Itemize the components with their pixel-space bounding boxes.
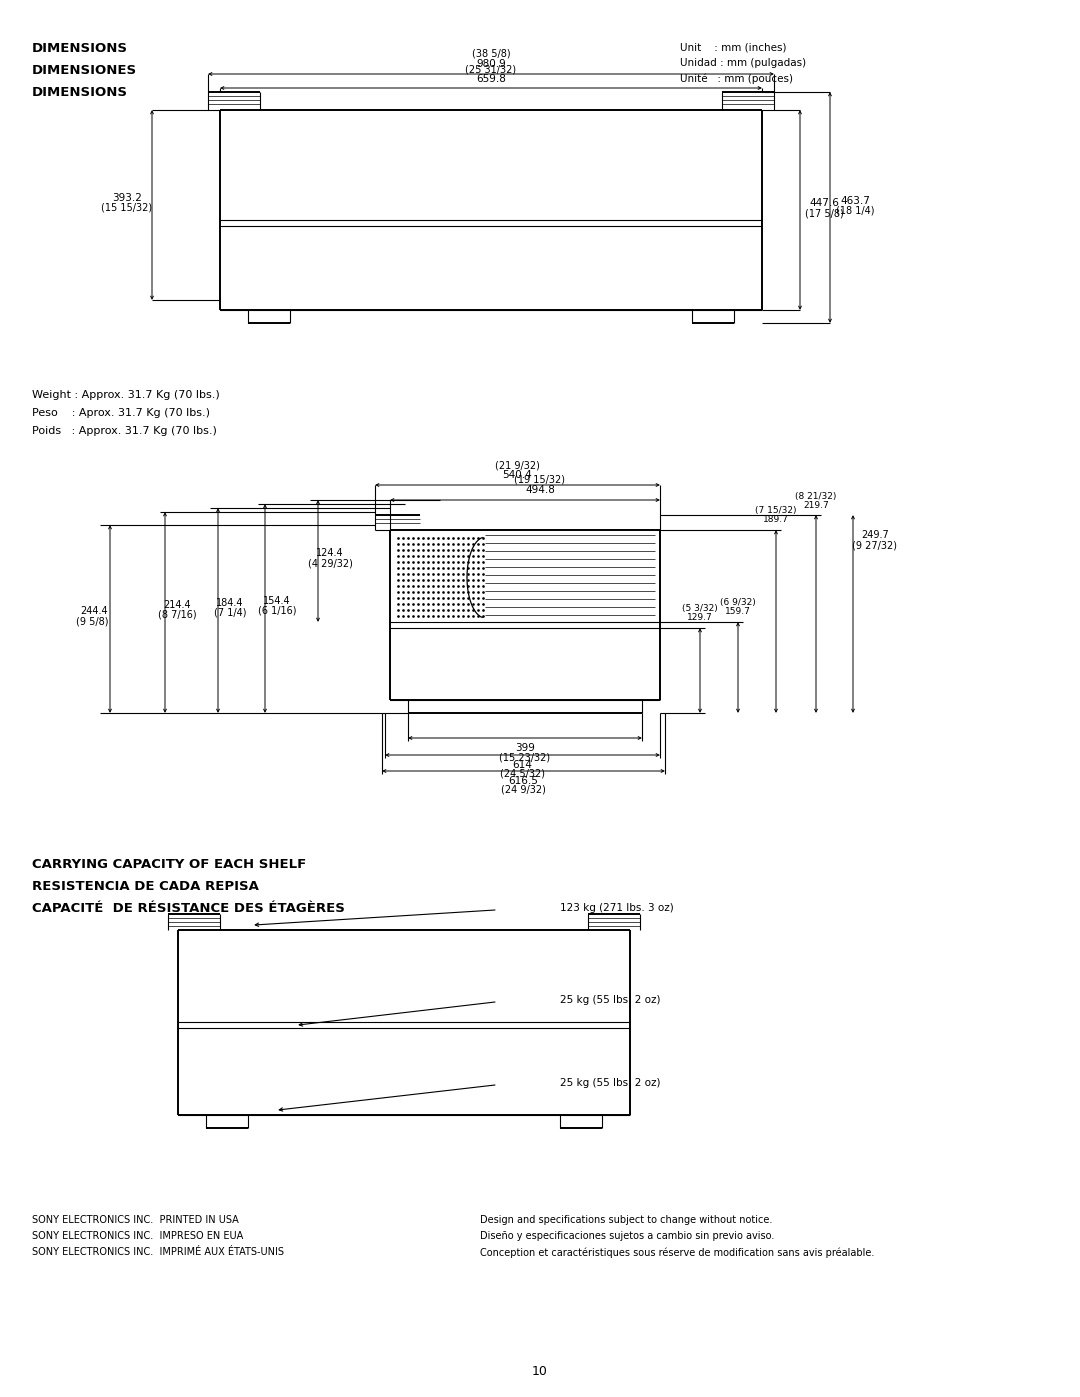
Text: (17 5/8): (17 5/8) [805,208,843,218]
Text: Unidad : mm (pulgadas): Unidad : mm (pulgadas) [680,59,806,68]
Text: Peso    : Aprox. 31.7 Kg (70 lbs.): Peso : Aprox. 31.7 Kg (70 lbs.) [32,408,210,418]
Text: (8 21/32): (8 21/32) [795,492,837,500]
Text: 980.9: 980.9 [476,59,505,68]
Text: 659.8: 659.8 [476,74,505,84]
Text: SONY ELECTRONICS INC.  IMPRIMÉ AUX ÉTATS-UNIS: SONY ELECTRONICS INC. IMPRIMÉ AUX ÉTATS-… [32,1248,284,1257]
Text: (24 5/32): (24 5/32) [500,768,545,780]
Text: Weight : Approx. 31.7 Kg (70 lbs.): Weight : Approx. 31.7 Kg (70 lbs.) [32,390,219,400]
Text: SONY ELECTRONICS INC.  PRINTED IN USA: SONY ELECTRONICS INC. PRINTED IN USA [32,1215,239,1225]
Text: 463.7: 463.7 [840,196,869,205]
Text: 129.7: 129.7 [687,613,713,623]
Text: 393.2: 393.2 [112,193,141,203]
Text: (38 5/8): (38 5/8) [472,49,511,59]
Text: DIMENSIONS: DIMENSIONS [32,87,129,99]
Text: (15 23/32): (15 23/32) [499,752,551,761]
Text: 25 kg (55 lbs. 2 oz): 25 kg (55 lbs. 2 oz) [561,1078,661,1088]
Text: CARRYING CAPACITY OF EACH SHELF: CARRYING CAPACITY OF EACH SHELF [32,858,307,870]
Text: 25 kg (55 lbs. 2 oz): 25 kg (55 lbs. 2 oz) [561,995,661,1004]
Text: (6 9/32): (6 9/32) [720,598,756,608]
Text: (9 5/8): (9 5/8) [76,616,108,626]
Text: 447.6: 447.6 [809,198,839,208]
Text: 219.7: 219.7 [804,500,828,510]
Text: (21 9/32): (21 9/32) [495,460,540,469]
Text: 123 kg (271 lbs. 3 oz): 123 kg (271 lbs. 3 oz) [561,902,674,914]
Text: (9 27/32): (9 27/32) [852,541,897,550]
Text: 614: 614 [513,760,532,770]
Text: (7 1/4): (7 1/4) [214,608,246,617]
Text: CAPACITÉ  DE RÉSISTANCE DES ÉTAGÈRES: CAPACITÉ DE RÉSISTANCE DES ÉTAGÈRES [32,902,345,915]
Text: 249.7: 249.7 [861,529,889,541]
Text: 214.4: 214.4 [163,599,191,609]
Text: Diseño y especificaciones sujetos a cambio sin previo aviso.: Diseño y especificaciones sujetos a camb… [480,1231,774,1241]
Text: Unit    : mm (inches): Unit : mm (inches) [680,42,786,52]
Text: 189.7: 189.7 [764,515,788,524]
Text: (8 7/16): (8 7/16) [158,609,197,619]
Text: (5 3/32): (5 3/32) [683,605,718,613]
Text: Conception et caractéristiques sous réserve de modification sans avis préalable.: Conception et caractéristiques sous rése… [480,1248,875,1257]
Text: (4 29/32): (4 29/32) [308,557,352,569]
Text: (18 1/4): (18 1/4) [836,205,874,215]
Text: (25 31/32): (25 31/32) [465,66,516,75]
Text: RESISTENCIA DE CADA REPISA: RESISTENCIA DE CADA REPISA [32,880,259,893]
Text: (15 15/32): (15 15/32) [102,203,152,212]
Text: 616.5: 616.5 [509,775,539,787]
Text: Design and specifications subject to change without notice.: Design and specifications subject to cha… [480,1215,772,1225]
Text: 399: 399 [515,743,535,753]
Text: 10: 10 [532,1365,548,1377]
Text: Unité   : mm (pouces): Unité : mm (pouces) [680,74,793,84]
Text: (19 15/32): (19 15/32) [514,475,566,485]
Text: DIMENSIONS: DIMENSIONS [32,42,129,54]
Text: 154.4: 154.4 [264,595,291,605]
Text: 184.4: 184.4 [216,598,244,608]
Text: 244.4: 244.4 [80,606,108,616]
Text: (6 1/16): (6 1/16) [258,605,296,616]
Text: 494.8: 494.8 [525,485,555,495]
Text: (24 9/32): (24 9/32) [501,785,545,795]
Text: DIMENSIONES: DIMENSIONES [32,64,137,77]
Text: Poids   : Approx. 31.7 Kg (70 lbs.): Poids : Approx. 31.7 Kg (70 lbs.) [32,426,217,436]
Text: 540.4: 540.4 [502,469,532,481]
Text: SONY ELECTRONICS INC.  IMPRESO EN EUA: SONY ELECTRONICS INC. IMPRESO EN EUA [32,1231,243,1241]
Text: (7 15/32): (7 15/32) [755,507,797,515]
Text: 159.7: 159.7 [725,608,751,616]
Text: 124.4: 124.4 [316,548,343,557]
